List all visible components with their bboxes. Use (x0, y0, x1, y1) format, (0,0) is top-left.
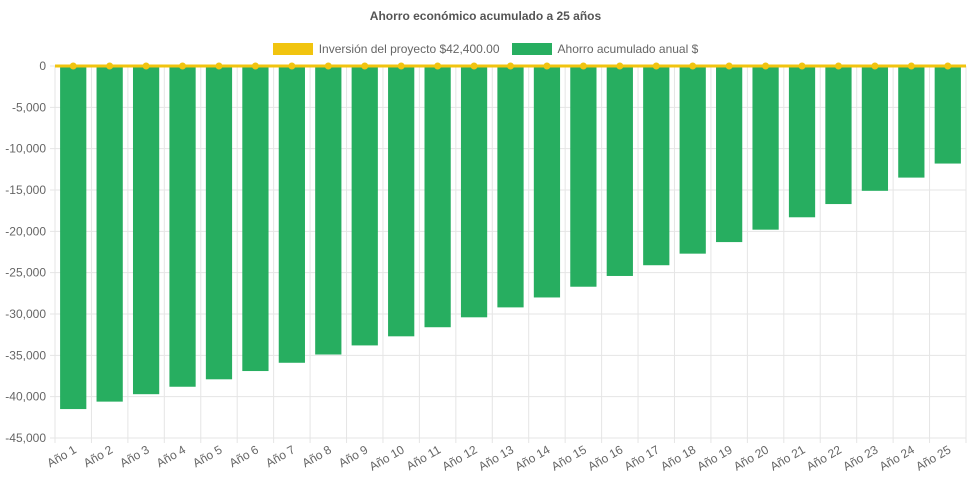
x-tick-label: Año 11 (404, 442, 443, 473)
legend-label-ahorro: Ahorro acumulado anual $ (557, 42, 699, 56)
bar (679, 66, 706, 254)
legend-swatch-inversion (272, 43, 313, 55)
investment-point (798, 62, 806, 70)
y-tick-label: -40,000 (5, 390, 46, 404)
investment-point (215, 62, 223, 70)
bar (424, 66, 451, 328)
y-tick-label: -35,000 (5, 348, 46, 362)
investment-point (871, 62, 879, 70)
bar (825, 66, 852, 205)
investment-point (324, 62, 332, 70)
x-tick-label: Año 17 (622, 442, 662, 473)
x-tick-label: Año 2 (81, 442, 115, 470)
investment-point (142, 62, 150, 70)
investment-point (725, 62, 733, 70)
x-tick-label: Año 24 (877, 442, 917, 473)
bar (460, 66, 488, 318)
investment-point (834, 62, 842, 70)
bar (752, 66, 779, 230)
x-tick-label: Año 14 (512, 442, 552, 473)
x-tick-label: Año 12 (440, 442, 480, 473)
y-tick-label: -20,000 (5, 224, 46, 238)
y-tick-label: -45,000 (5, 431, 46, 445)
x-tick-label: Año 20 (731, 442, 771, 473)
investment-point (689, 62, 697, 70)
y-tick-label: -5,000 (12, 100, 46, 114)
bar (205, 66, 233, 380)
investment-point (507, 62, 514, 70)
investment-point (106, 62, 114, 70)
x-tick-label: Año 7 (263, 442, 297, 470)
investment-point (397, 62, 405, 70)
investment-point (179, 62, 187, 70)
legend-item-ahorro[interactable]: Ahorro acumulado anual $ (511, 42, 699, 56)
y-tick-label: -15,000 (5, 183, 46, 197)
x-tick-label: Año 18 (658, 442, 698, 473)
bar (351, 66, 378, 346)
bar (315, 66, 342, 355)
y-tick-label: -25,000 (5, 266, 46, 280)
investment-point (470, 62, 478, 70)
x-tick-label: Año 23 (840, 442, 880, 473)
x-tick-label: Año 13 (476, 442, 516, 473)
investment-point (616, 62, 624, 70)
bar (643, 66, 670, 266)
x-tick-label: Año 25 (913, 442, 953, 473)
investment-point (579, 62, 587, 70)
bar (533, 66, 561, 298)
bar (861, 66, 889, 191)
bar (278, 66, 305, 363)
bar (716, 66, 743, 243)
x-tick-label: Año 19 (695, 442, 735, 473)
x-tick-label: Año 1 (45, 442, 79, 470)
investment-point (288, 62, 296, 70)
investment-point (543, 62, 551, 70)
bar (169, 66, 196, 387)
x-tick-label: Año 3 (117, 442, 151, 470)
bar (388, 66, 415, 337)
x-tick-label: Año 15 (549, 442, 589, 473)
bar (497, 66, 524, 308)
y-tick-label: 0 (39, 59, 46, 73)
y-tick-label: -30,000 (5, 307, 46, 321)
x-tick-label: Año 22 (804, 442, 844, 473)
investment-point (69, 62, 77, 70)
legend-item-inversion[interactable]: Inversión del proyecto $42,400.00 (272, 42, 500, 56)
x-tick-label: Año 5 (190, 442, 224, 470)
investment-point (434, 62, 442, 70)
chart-title: Ahorro económico acumulado a 25 años (369, 9, 602, 23)
x-tick-label: Año 10 (367, 442, 407, 473)
bar (132, 66, 160, 395)
y-tick-label: -10,000 (5, 142, 46, 156)
legend-swatch-ahorro (511, 43, 552, 55)
investment-point (251, 62, 259, 70)
x-tick-label: Año 6 (227, 442, 261, 470)
x-tick-label: Año 4 (154, 442, 188, 470)
x-tick-label: Año 9 (336, 442, 370, 470)
bar (570, 66, 597, 287)
investment-point (652, 62, 660, 70)
bar (788, 66, 816, 218)
bar (898, 66, 925, 178)
investment-point (907, 62, 915, 70)
x-tick-label: Año 21 (768, 442, 808, 473)
x-tick-label: Año 16 (585, 442, 625, 473)
legend-label-inversion: Inversión del proyecto $42,400.00 (318, 42, 500, 56)
x-tick-label: Año 8 (300, 442, 334, 470)
bar (96, 66, 123, 402)
bar (60, 66, 87, 410)
investment-point (944, 62, 952, 70)
investment-point (361, 62, 369, 70)
bar (606, 66, 633, 276)
bar (242, 66, 269, 372)
investment-point (762, 62, 770, 70)
bar (934, 66, 961, 164)
legend: Inversión del proyecto $42,400.00 Ahorro… (0, 42, 971, 56)
